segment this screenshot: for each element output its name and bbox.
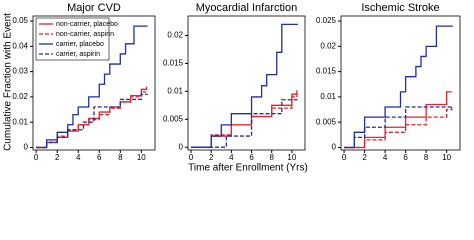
series-line xyxy=(36,86,148,149)
series-line xyxy=(36,93,148,149)
legend-box xyxy=(35,17,110,61)
y-tick-label: 0.005 xyxy=(316,117,337,126)
x-tick-label: 0 xyxy=(342,153,347,162)
plot-frame xyxy=(187,15,306,151)
x-tick-label: 4 xyxy=(383,153,388,162)
x-tick-label: 2 xyxy=(209,153,214,162)
series-line xyxy=(344,107,453,149)
y-tick-label: 0.015 xyxy=(316,67,337,76)
x-tick-label: 4 xyxy=(229,153,234,162)
x-tick-label: 0 xyxy=(189,153,194,162)
y-tick-label: 0.01 xyxy=(167,86,183,95)
x-tick-label: 8 xyxy=(269,153,274,162)
series-line xyxy=(344,25,453,149)
plot-frame xyxy=(32,15,156,151)
x-tick-label: 6 xyxy=(249,153,254,162)
x-tick-label: 8 xyxy=(118,153,123,162)
series-line xyxy=(191,93,298,148)
legend-label: non-carrier, aspirin xyxy=(56,31,114,38)
y-tick-label: 0.01 xyxy=(12,117,28,126)
y-tick-label: 0.01 xyxy=(320,92,336,101)
x-tick-label: 8 xyxy=(424,153,429,162)
legend-label: non-carrier, placebo xyxy=(56,21,118,28)
x-tick-label: 10 xyxy=(137,153,146,162)
x-tick-label: 6 xyxy=(97,153,102,162)
y-tick-label: 0.03 xyxy=(12,67,28,76)
y-tick-label: 0.015 xyxy=(163,59,184,68)
series-line xyxy=(36,25,148,149)
y-tick-label: 0.04 xyxy=(12,41,28,50)
y-axis-label: Cumulative Fraction with Event xyxy=(3,13,14,151)
y-tick-label: 0 xyxy=(179,142,184,151)
legend-label: carrier, aspirin xyxy=(56,51,100,58)
y-tick-label: 0 xyxy=(332,143,337,152)
y-tick-label: 0.02 xyxy=(320,41,336,50)
x-tick-label: 10 xyxy=(442,153,451,162)
y-tick-label: 0.005 xyxy=(163,114,184,123)
page: Cumulative Fraction with Event Time afte… xyxy=(2,1,461,174)
y-tick-label: 0.02 xyxy=(167,31,183,40)
series-line xyxy=(191,90,298,148)
x-tick-label: 6 xyxy=(403,153,408,162)
chart-title: Myocardial Infarction xyxy=(196,2,298,14)
x-tick-label: 2 xyxy=(55,153,60,162)
x-tick-label: 4 xyxy=(76,153,81,162)
y-tick-label: 0.02 xyxy=(12,92,28,101)
series-line xyxy=(191,23,298,148)
y-tick-label: 0 xyxy=(24,143,29,152)
series-line xyxy=(344,91,452,149)
legend-label: carrier, placebo xyxy=(56,41,104,48)
plot-frame xyxy=(340,15,461,151)
series-line xyxy=(191,99,298,148)
x-tick-label: 0 xyxy=(34,153,39,162)
x-tick-label: 2 xyxy=(362,153,367,162)
x-tick-label: 10 xyxy=(287,153,296,162)
series-line xyxy=(344,106,453,149)
chart: Cumulative Fraction with Event Time afte… xyxy=(3,2,461,174)
chart-title: Major CVD xyxy=(67,2,121,14)
y-tick-label: 0.025 xyxy=(316,16,337,25)
y-tick-label: 0.05 xyxy=(12,16,28,25)
x-axis-label: Time after Enrollment (Yrs) xyxy=(188,163,308,174)
chart-title: Ischemic Stroke xyxy=(361,2,439,14)
